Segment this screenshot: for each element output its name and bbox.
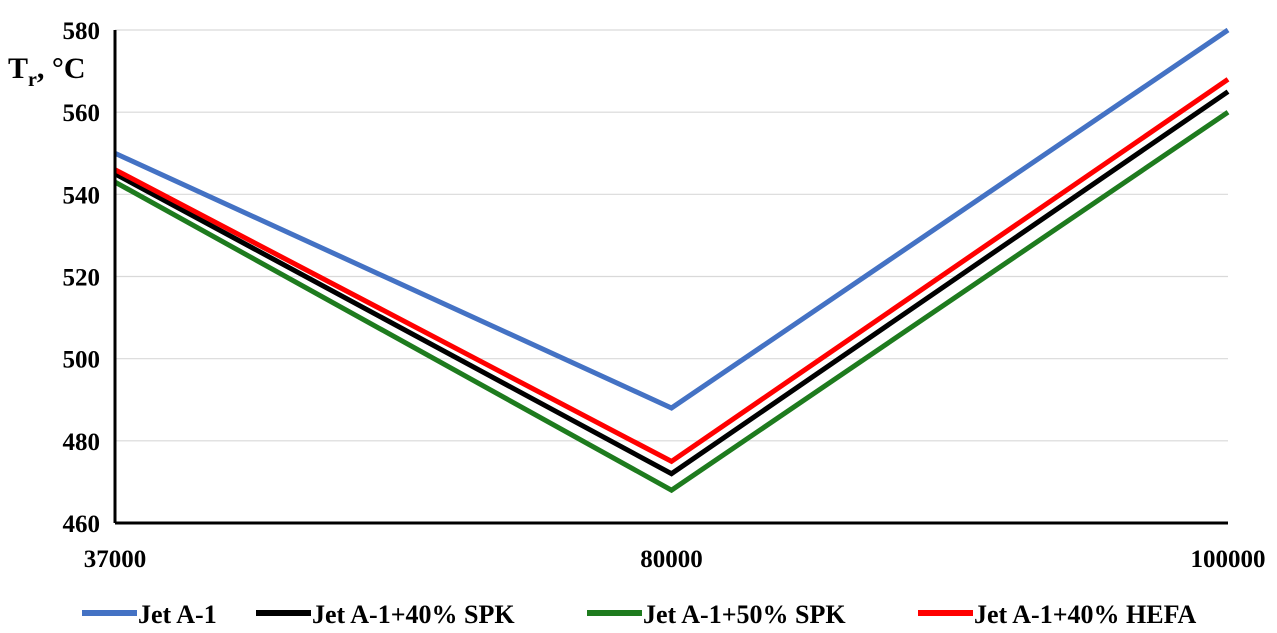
y-tick-460: 460 [63,511,101,538]
x-tick-labels: 37000 80000 100000 [84,546,1266,573]
y-tick-labels: 460 480 500 520 540 560 580 [63,18,101,538]
series-line-3 [113,110,1230,494]
y-axis-label-sub: r [28,69,37,91]
legend-label-4: Jet A-1+40% HEFA [974,600,1197,629]
y-tick-480: 480 [63,429,101,456]
legend-label-2: Jet A-1+40% SPK [312,600,515,629]
y-tick-500: 500 [63,347,101,374]
y-tick-560: 560 [63,100,101,127]
y-tick-540: 540 [63,182,101,209]
legend-label-3: Jet A-1+50% SPK [643,600,846,629]
grid-lines [115,29,1228,442]
y-tick-520: 520 [63,265,101,292]
y-tick-580: 580 [63,18,101,45]
x-tick-37000: 37000 [84,546,147,573]
x-tick-80000: 80000 [640,546,703,573]
legend: Jet A-1 Jet A-1+40% SPK Jet A-1+50% SPK Jet… [82,600,1197,629]
series-line-1 [113,27,1230,411]
axes [113,30,1228,525]
y-axis-label-unit: , °C [37,52,86,85]
x-tick-100000: 100000 [1191,546,1266,573]
y-axis-label: Tr, °C [8,52,86,91]
plot-area [113,27,1230,494]
series-line-2 [113,89,1230,477]
series-line-4 [113,77,1230,465]
y-axis-label-main: T [8,52,28,85]
legend-label-1: Jet A-1 [138,600,217,629]
